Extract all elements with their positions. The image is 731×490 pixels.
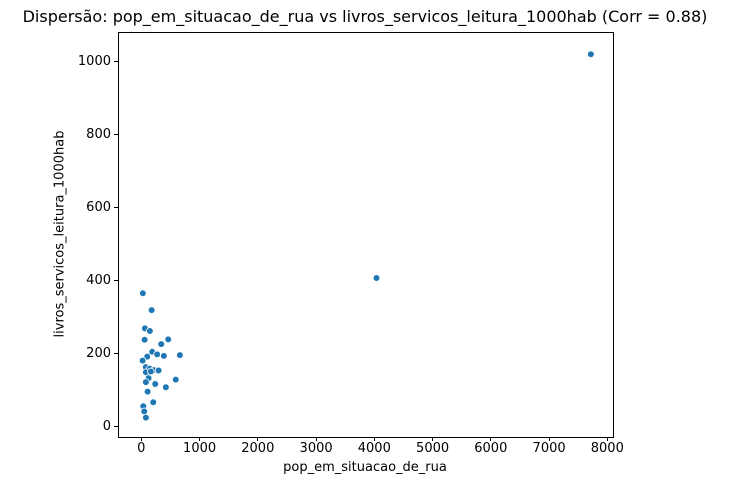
y-tick-label: 0 (102, 419, 111, 435)
x-tick-label: 6000 (474, 441, 508, 456)
x-tick-mark (199, 437, 201, 441)
y-tick-mark (114, 133, 118, 135)
y-tick-mark (114, 207, 118, 208)
x-tick-label: 8000 (590, 441, 624, 456)
scatter-point (151, 380, 160, 388)
x-tick-label: 0 (137, 441, 146, 456)
scatter-point (153, 350, 161, 359)
scatter-point (157, 340, 166, 348)
scatter-point (164, 335, 173, 344)
scatter-point (147, 306, 156, 314)
y-tick-label: 600 (86, 200, 111, 215)
x-tick-label: 1000 (183, 441, 217, 456)
scatter-point (138, 356, 147, 365)
x-tick-mark (315, 437, 317, 441)
scatter-point (372, 274, 381, 282)
y-tick-label: 200 (86, 346, 111, 362)
scatter-point (140, 407, 149, 416)
plot-area (118, 32, 614, 438)
x-tick-mark (140, 437, 142, 441)
y-tick-mark (114, 426, 118, 428)
y-tick-label: 800 (86, 126, 111, 142)
x-tick-mark (432, 437, 434, 441)
chart-title: Dispersão: pop_em_situacao_de_rua vs liv… (22, 7, 708, 26)
scatter-point (171, 375, 180, 384)
scatter-point (160, 352, 168, 360)
scatter-point (140, 335, 149, 344)
x-tick-label: 7000 (532, 441, 566, 456)
x-tick-label: 5000 (416, 441, 450, 456)
scatter-point (142, 378, 150, 386)
y-axis-label: livros_servicos_leitura_1000hab (52, 130, 68, 338)
y-tick-mark (114, 60, 118, 62)
scatter-point (587, 50, 595, 59)
x-tick-mark (373, 437, 375, 441)
y-tick-label: 1000 (77, 53, 111, 69)
x-tick-label: 3000 (299, 441, 333, 456)
scatter-point (154, 366, 163, 375)
y-tick-mark (114, 353, 118, 355)
x-tick-label: 2000 (241, 441, 275, 456)
y-tick-mark (114, 280, 118, 282)
scatter-point (146, 327, 154, 335)
x-tick-mark (606, 437, 608, 441)
scatter-point (176, 351, 184, 359)
x-tick-mark (257, 437, 259, 441)
x-tick-label: 4000 (357, 441, 391, 456)
scatter-point (139, 289, 147, 298)
scatter-point (162, 383, 170, 392)
scatter-point (149, 398, 158, 407)
x-tick-mark (548, 437, 550, 441)
x-axis-label: pop_em_situacao_de_rua (283, 460, 447, 475)
scatter-point (147, 367, 155, 376)
y-tick-label: 400 (86, 273, 111, 289)
scatter-svg (138, 50, 595, 422)
scatter-point (142, 413, 150, 422)
scatter-point (143, 387, 152, 396)
x-tick-mark (490, 437, 492, 441)
